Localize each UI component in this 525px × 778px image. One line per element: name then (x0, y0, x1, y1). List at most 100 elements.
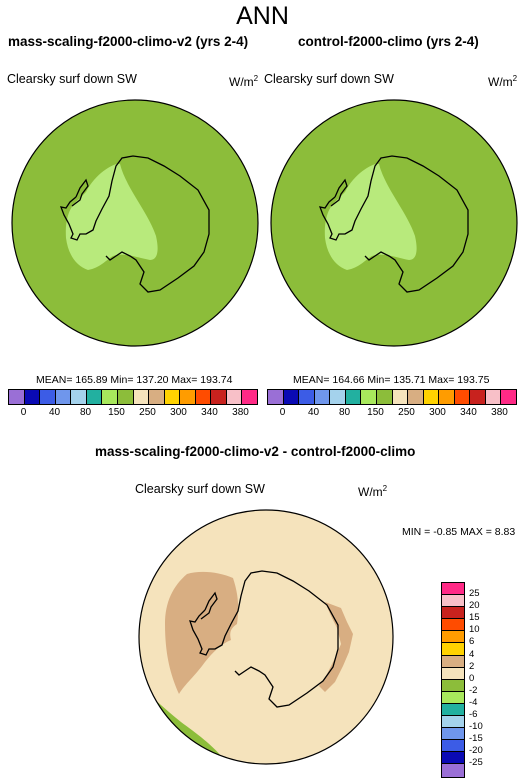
colorbar-tick-label: 80 (79, 407, 92, 418)
panel-1-colorbar (8, 389, 258, 405)
colorbar-swatch (442, 740, 464, 753)
colorbar-tick-label: -20 (469, 745, 483, 757)
colorbar-tick-label: 40 (307, 407, 320, 418)
colorbar-swatch (211, 390, 227, 404)
colorbar-swatch (55, 390, 72, 404)
colorbar-swatch (24, 390, 41, 404)
colorbar-swatch (439, 390, 455, 404)
colorbar-swatch (117, 390, 134, 404)
colorbar-swatch (164, 390, 181, 404)
diff-variable: Clearsky surf down SW (135, 482, 265, 496)
colorbar-tick-label: 6 (469, 636, 475, 648)
colorbar-tick-label: 10 (469, 624, 480, 636)
colorbar-swatch (485, 390, 502, 404)
colorbar-tick-label: 80 (338, 407, 351, 418)
colorbar-swatch (40, 390, 56, 404)
colorbar-swatch (361, 390, 377, 404)
colorbar-tick-label: -10 (469, 721, 483, 733)
colorbar-tick-label: 4 (469, 648, 475, 660)
colorbar-tick-label: 250 (139, 407, 156, 418)
colorbar-swatch (442, 619, 464, 632)
plateau-region (324, 163, 417, 270)
colorbar-swatch (9, 390, 25, 404)
colorbar-swatch (442, 764, 464, 777)
colorbar-tick-label: 340 (460, 407, 477, 418)
colorbar-swatch (442, 655, 464, 668)
diff-stats: MIN = -0.85 MAX = 8.83 (402, 526, 516, 538)
colorbar-tick-label: 300 (170, 407, 187, 418)
panel-2-stats: MEAN= 164.66 Min= 135.71 Max= 193.75 (293, 374, 490, 386)
colorbar-swatch (180, 390, 196, 404)
colorbar-swatch (268, 390, 284, 404)
diff-colorbar (441, 582, 465, 778)
colorbar-swatch (283, 390, 300, 404)
panel-1-colorbar-ticks: 0 40 80 150 250 300 340 380 (8, 407, 256, 421)
colorbar-swatch (501, 390, 516, 404)
page-title: ANN (236, 2, 289, 30)
panel-2-title: control-f2000-climo (yrs 2-4) (298, 34, 479, 49)
colorbar-tick-label: -4 (469, 696, 478, 708)
colorbar-swatch (442, 643, 464, 656)
colorbar-swatch (242, 390, 257, 404)
coastline (59, 155, 210, 293)
panel-1-units: W/m2 (229, 74, 259, 89)
colorbar-tick-label: -2 (469, 684, 478, 696)
diff-map (138, 509, 394, 765)
colorbar-swatch (376, 390, 393, 404)
colorbar-tick-label: -15 (469, 733, 483, 745)
colorbar-swatch (226, 390, 243, 404)
colorbar-tick-label: 2 (469, 660, 475, 672)
colorbar-swatch (149, 390, 165, 404)
colorbar-swatch (299, 390, 315, 404)
colorbar-swatch (442, 583, 464, 596)
positive-anomaly-region (165, 571, 239, 694)
coastline (318, 155, 469, 293)
colorbar-tick-label: -25 (469, 757, 483, 769)
panel-1-stats: MEAN= 165.89 Min= 137.20 Max= 193.74 (36, 374, 233, 386)
colorbar-tick-label: 150 (367, 407, 384, 418)
colorbar-swatch (71, 390, 87, 404)
coastline (189, 570, 339, 708)
colorbar-swatch (442, 703, 464, 717)
colorbar-tick-label: 0 (469, 672, 475, 684)
colorbar-swatch (442, 667, 464, 680)
colorbar-swatch (442, 679, 464, 692)
colorbar-tick-label: 40 (48, 407, 61, 418)
diff-colorbar-ticks: 25 20 15 10 6 4 2 0 -2 -4 -6 -10 -15 -20 -25 (469, 582, 509, 778)
panel-1-title: mass-scaling-f2000-climo-v2 (yrs 2-4) (8, 34, 249, 49)
colorbar-swatch (86, 390, 103, 404)
panel-2-map (270, 99, 518, 347)
colorbar-tick-label: 340 (201, 407, 218, 418)
colorbar-swatch (314, 390, 331, 404)
colorbar-tick-label: 25 (469, 588, 480, 599)
colorbar-swatch (423, 390, 440, 404)
colorbar-swatch (345, 390, 362, 404)
colorbar-swatch (454, 390, 471, 404)
colorbar-swatch (442, 691, 464, 704)
diff-units: W/m2 (358, 484, 388, 499)
colorbar-swatch (442, 631, 464, 644)
colorbar-swatch (330, 390, 346, 404)
positive-anomaly-region (319, 602, 353, 692)
plateau-region (65, 163, 158, 270)
colorbar-swatch (442, 716, 464, 729)
colorbar-tick-label: 0 (279, 407, 286, 418)
panel-2-colorbar-ticks: 0 40 80 150 250 300 340 380 (267, 407, 515, 421)
colorbar-swatch (442, 728, 464, 741)
colorbar-tick-label: 150 (108, 407, 125, 418)
colorbar-tick-label: 380 (491, 407, 508, 418)
colorbar-tick-label: 380 (232, 407, 249, 418)
panel-2-variable: Clearsky surf down SW (264, 72, 394, 86)
colorbar-swatch (392, 390, 409, 404)
colorbar-tick-label: 250 (398, 407, 415, 418)
colorbar-swatch (442, 595, 464, 608)
colorbar-tick-label: 300 (429, 407, 446, 418)
colorbar-tick-label: 20 (469, 600, 480, 612)
panel-2-colorbar (267, 389, 517, 405)
panel-2-units: W/m2 (488, 74, 518, 89)
colorbar-swatch (195, 390, 212, 404)
colorbar-tick-label: 0 (20, 407, 27, 418)
colorbar-swatch (442, 752, 464, 765)
colorbar-tick-label: -6 (469, 709, 478, 720)
panel-1-map (11, 99, 259, 347)
